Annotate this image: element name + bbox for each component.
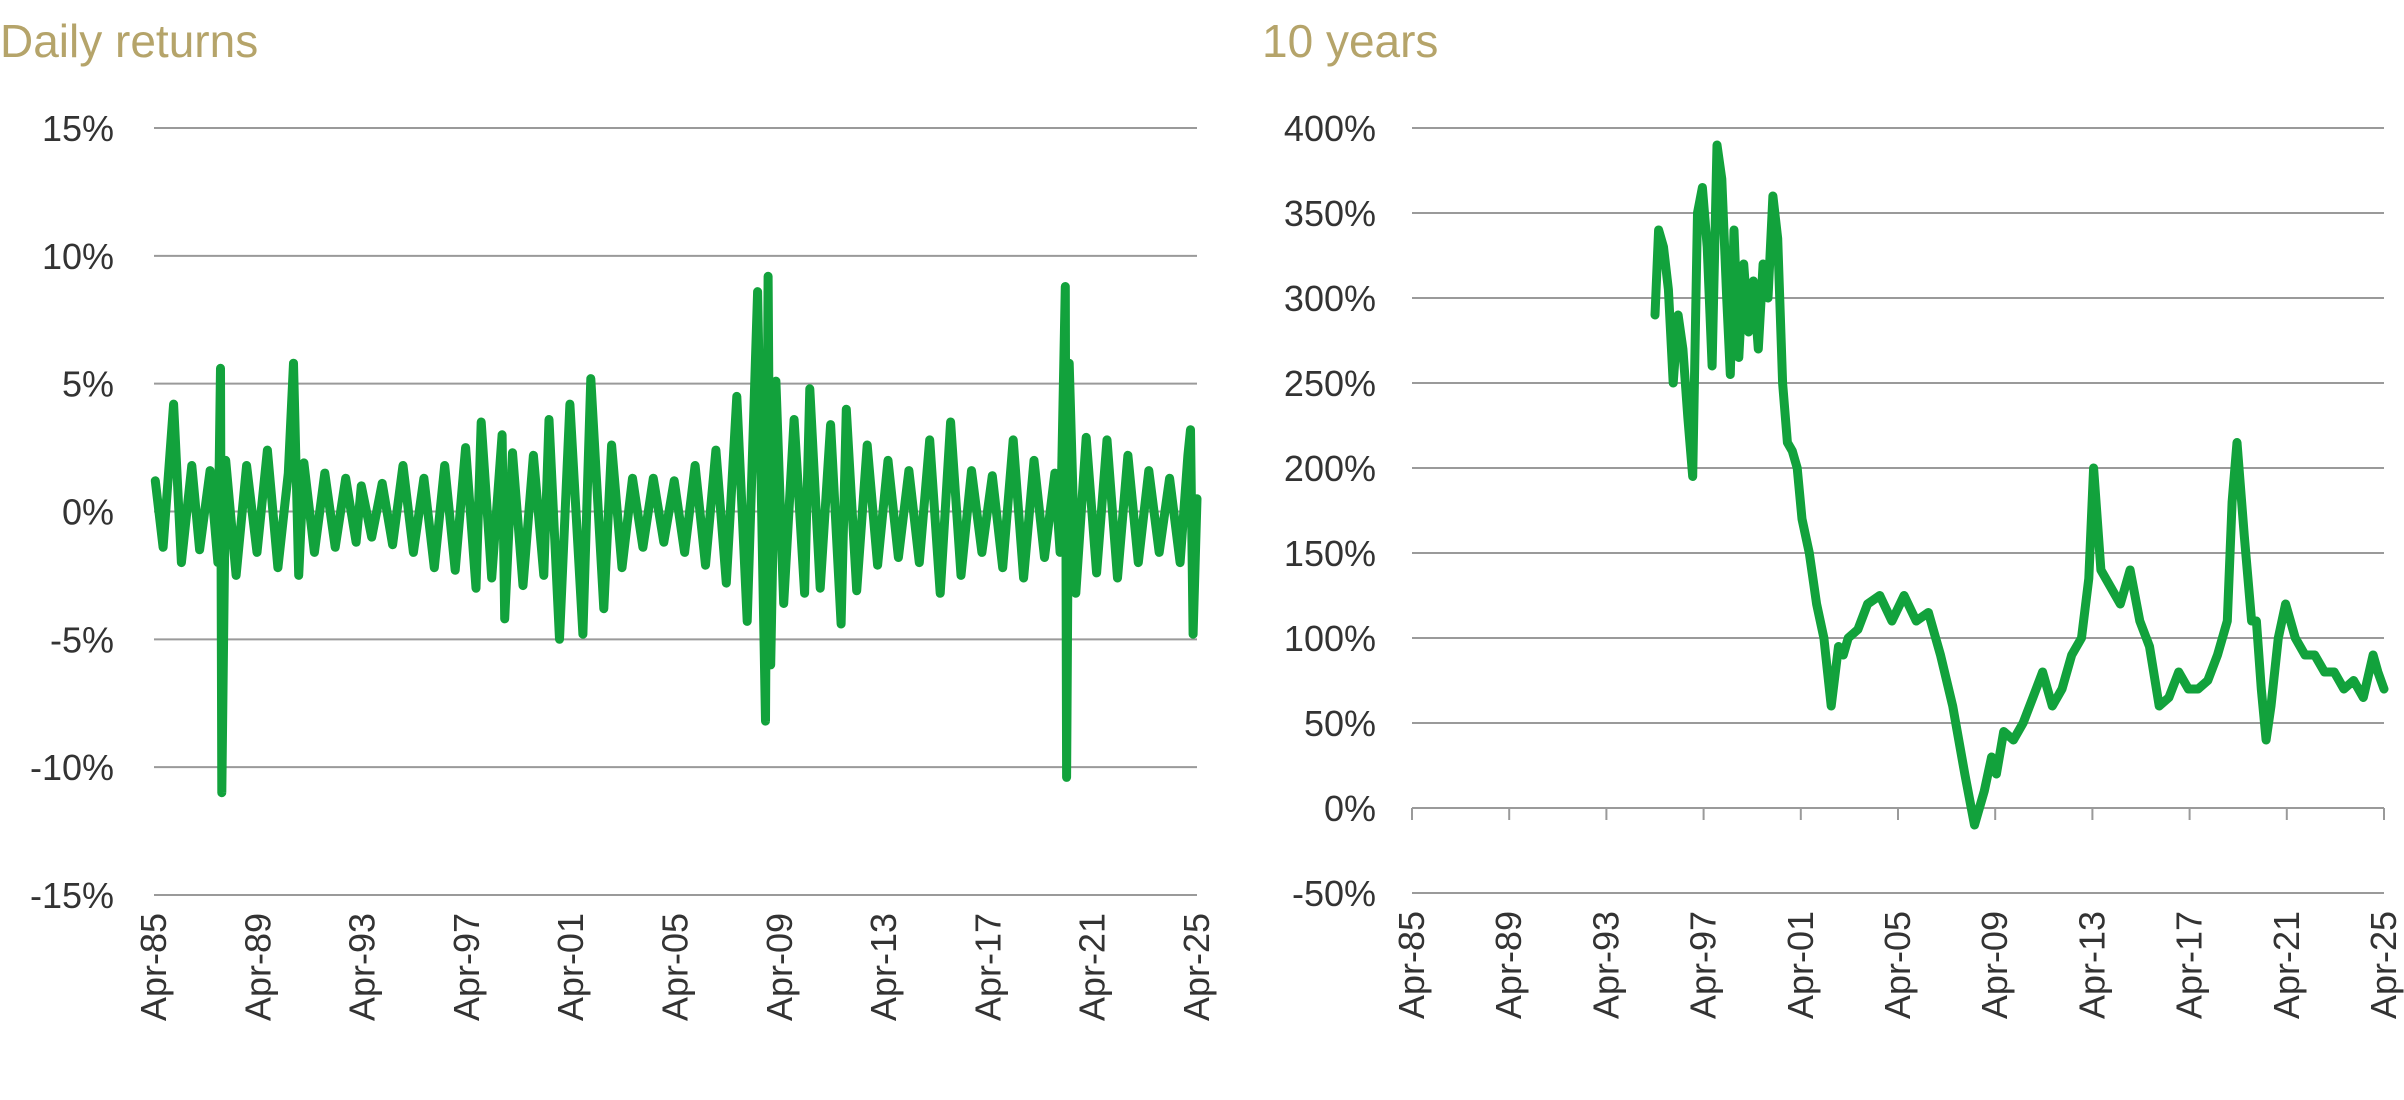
y-tick-label: 300%: [1284, 278, 1376, 319]
x-tick-label: Apr-05: [655, 913, 696, 1021]
y-tick-label: 250%: [1284, 363, 1376, 404]
y-tick-label: 350%: [1284, 193, 1376, 234]
x-tick-label: Apr-89: [237, 913, 278, 1021]
x-tick-label: Apr-21: [1072, 913, 1113, 1021]
chart-title-10-years: 10 years: [1262, 15, 1439, 67]
x-tick-label: Apr-97: [1683, 911, 1724, 1019]
y-tick-label: 5%: [62, 364, 114, 405]
x-tick-label: Apr-93: [1585, 911, 1626, 1019]
y-tick-label: 0%: [62, 492, 114, 533]
x-tick-label: Apr-85: [1391, 911, 1432, 1019]
x-tick-label: Apr-05: [1877, 911, 1918, 1019]
y-tick-label: -15%: [30, 875, 114, 916]
x-tick-label: Apr-97: [446, 913, 487, 1021]
x-tick-label: Apr-25: [2363, 911, 2404, 1019]
y-tick-label: -5%: [50, 619, 114, 660]
x-tick-label: Apr-09: [1974, 911, 2015, 1019]
x-tick-label: Apr-09: [759, 913, 800, 1021]
x-tick-label: Apr-01: [550, 913, 591, 1021]
y-tick-label: 150%: [1284, 533, 1376, 574]
x-tick-label: Apr-13: [863, 913, 904, 1021]
y-tick-label: 400%: [1284, 108, 1376, 149]
series-line: [1650, 140, 2389, 830]
series-line: [150, 271, 1202, 798]
x-tick-label: Apr-25: [1176, 913, 1217, 1021]
x-tick-label: Apr-21: [2266, 911, 2307, 1019]
chart-title-daily-returns: Daily returns: [0, 15, 259, 67]
x-tick-label: Apr-17: [967, 913, 1008, 1021]
y-tick-label: 0%: [1324, 788, 1376, 829]
ten-year-chart: 400% 350% 300% 250% 200% 150% 100% 50% 0% -50% Apr…: [1284, 108, 2404, 1019]
x-tick-label: Apr-89: [1488, 911, 1529, 1019]
daily-returns-chart: 15% 10% 5% 0% -5% -10% -15% Apr-85 Apr-89 Apr-93 A…: [30, 108, 1217, 1021]
x-tick-label: Apr-01: [1780, 911, 1821, 1019]
x-tick-label: Apr-17: [2169, 911, 2210, 1019]
x-tick-label: Apr-85: [133, 913, 174, 1021]
y-tick-label: -50%: [1292, 873, 1376, 914]
y-tick-label: -10%: [30, 747, 114, 788]
x-tick-label: Apr-93: [342, 913, 383, 1021]
y-tick-label: 100%: [1284, 618, 1376, 659]
y-tick-label: 10%: [42, 236, 114, 277]
x-tick-label: Apr-13: [2071, 911, 2112, 1019]
y-tick-label: 15%: [42, 108, 114, 149]
y-tick-label: 200%: [1284, 448, 1376, 489]
y-tick-label: 50%: [1304, 703, 1376, 744]
